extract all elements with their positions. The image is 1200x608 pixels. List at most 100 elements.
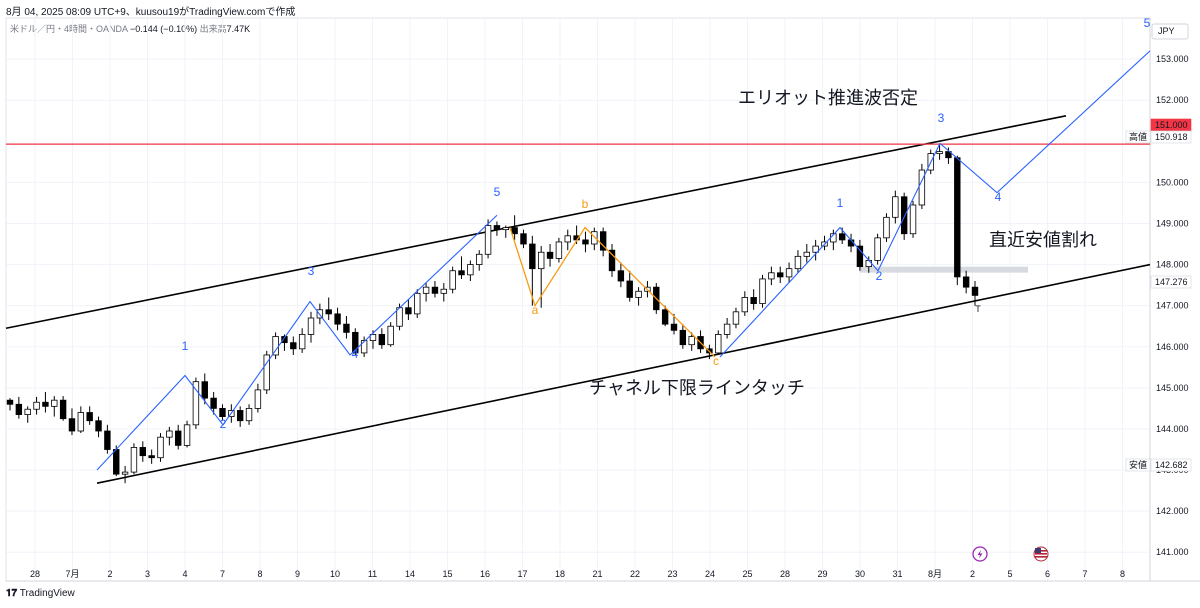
- x-tick-label: 28: [780, 569, 790, 579]
- candle: [440, 283, 448, 302]
- candle: [502, 225, 509, 238]
- x-tick-label: 8: [257, 569, 262, 579]
- candle: [15, 396, 23, 419]
- candle-body: [42, 401, 49, 407]
- price-label-tag-box: [1125, 458, 1151, 472]
- candle-body: [883, 216, 890, 239]
- x-tick-label: 29: [817, 569, 827, 579]
- candle: [343, 315, 350, 339]
- candle: [874, 233, 881, 265]
- x-tick-label: 21: [592, 569, 602, 579]
- candle: [68, 408, 76, 436]
- candle: [422, 283, 430, 302]
- wave-paths: [96, 50, 1151, 471]
- x-tick-label: 7月: [65, 569, 79, 579]
- annotation-channel-touch: チャネル下限ラインタッチ: [589, 378, 805, 399]
- candle: [617, 262, 625, 288]
- volume-label: 出来高: [199, 24, 227, 34]
- y-tick-label: 152.000: [1156, 95, 1189, 105]
- candle: [449, 266, 456, 294]
- candle: [183, 420, 191, 448]
- price-label-value: 151.000: [1155, 120, 1188, 130]
- candle-body: [15, 403, 23, 415]
- candle: [59, 396, 67, 421]
- x-tick-label: 15: [442, 569, 452, 579]
- candle: [175, 424, 182, 450]
- candle-body: [298, 334, 306, 350]
- footer-brand[interactable]: 𝟏𝟕 TradingView: [6, 588, 75, 599]
- annotation-recent-low-break: 直近安値割れ: [989, 230, 1097, 251]
- low-marker: T: [975, 304, 981, 314]
- wave-path-impulse-2: [719, 50, 1151, 358]
- candle-body: [617, 270, 625, 282]
- candle-body: [723, 323, 731, 335]
- currency-label: JPY: [1158, 26, 1175, 36]
- footer-brand-text: TradingView: [19, 588, 75, 599]
- candle-body: [378, 334, 386, 346]
- candle-body: [954, 157, 961, 278]
- candle-body: [236, 410, 244, 422]
- candle-body: [352, 331, 359, 354]
- candle: [378, 328, 386, 349]
- candle-body: [307, 317, 315, 335]
- candle-body: [865, 260, 872, 268]
- candle-body: [281, 336, 288, 344]
- candle: [33, 396, 40, 415]
- candle-body: [803, 251, 810, 257]
- y-tick-label: 148.000: [1156, 260, 1189, 270]
- wave-label: 3: [308, 264, 315, 278]
- wave-label: 5: [1144, 16, 1151, 30]
- candle-body: [59, 399, 67, 420]
- channel-upper-line: [5, 115, 1067, 330]
- candle: [520, 229, 527, 249]
- candle: [723, 317, 731, 339]
- lightning-icon[interactable]: [972, 546, 988, 562]
- candle: [697, 330, 704, 353]
- candle: [909, 200, 917, 238]
- candle: [86, 406, 93, 425]
- candle: [785, 262, 793, 284]
- candle-body: [777, 272, 784, 278]
- candle-body: [900, 196, 908, 235]
- x-tick-label: 5: [1007, 569, 1012, 579]
- annotation-elliott-denied: エリオット推進波否定: [738, 88, 918, 109]
- price-label: 安値 142.682: [1125, 458, 1192, 472]
- candle-body: [33, 401, 40, 410]
- x-tick-label: 30: [855, 569, 865, 579]
- candle-body: [856, 245, 864, 268]
- candle-body: [360, 340, 368, 354]
- candle: [192, 377, 200, 429]
- candle-body: [422, 286, 430, 294]
- candle-body: [732, 311, 740, 325]
- candle: [24, 406, 31, 423]
- symbol-legend: 米ドル／円・4時間・OANDA −0.144 (−0.10%) 出来高7.47K: [10, 22, 250, 35]
- x-tick-label: 9: [295, 569, 300, 579]
- candle-body: [77, 412, 85, 432]
- candle-body: [104, 430, 111, 450]
- x-tick-label: 14: [405, 569, 415, 579]
- candle-body: [812, 245, 819, 253]
- candle: [236, 406, 244, 427]
- price-label-value: 142.682: [1155, 460, 1188, 470]
- candle-body: [635, 290, 642, 298]
- price-label: 151.000: [1150, 118, 1192, 132]
- candle-body: [759, 278, 766, 305]
- price-labels: 151.000 高値 150.918 147.276 安値 142.682 T: [975, 118, 1192, 472]
- candle: [777, 266, 784, 284]
- candle: [493, 221, 501, 236]
- candle-body: [679, 329, 687, 346]
- candle-body: [166, 430, 173, 438]
- candle: [263, 350, 270, 395]
- currency-box: [1151, 23, 1189, 40]
- candle-body: [909, 204, 917, 235]
- candle: [582, 231, 589, 253]
- us-flag-icon[interactable]: [1033, 546, 1049, 562]
- candle-body: [555, 241, 563, 259]
- candle-body: [839, 233, 846, 241]
- symbol-name[interactable]: 米ドル／円・4時間・OANDA: [10, 24, 128, 34]
- candle-body: [962, 276, 970, 288]
- candle-body: [369, 334, 377, 341]
- candle-body: [210, 397, 217, 409]
- candle: [741, 291, 749, 316]
